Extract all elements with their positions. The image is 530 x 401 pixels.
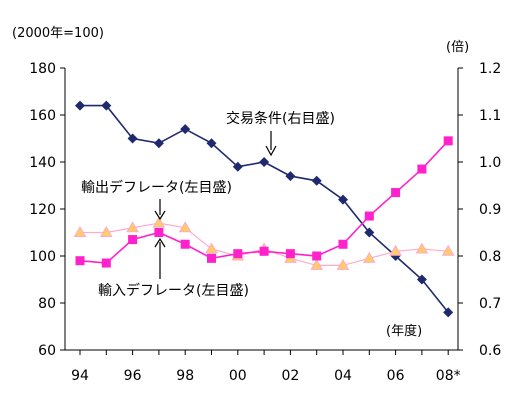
x-tick-label: 04 bbox=[334, 368, 352, 384]
x-tick-label: 02 bbox=[281, 368, 299, 384]
annotation-export-deflator: 輸出デフレータ(左目盛) bbox=[81, 179, 232, 196]
data-point-triangle bbox=[126, 221, 139, 233]
data-point-diamond bbox=[259, 157, 270, 167]
data-point-diamond bbox=[75, 100, 85, 111]
annotation-arrowhead-export-deflator bbox=[154, 210, 166, 221]
data-point-square bbox=[207, 253, 216, 263]
data-point-square bbox=[417, 164, 427, 174]
data-point-triangle bbox=[389, 244, 402, 256]
data-point-triangle bbox=[152, 216, 166, 228]
data-point-square bbox=[154, 228, 164, 237]
data-point-triangle bbox=[310, 258, 324, 270]
data-point-diamond bbox=[416, 274, 427, 285]
left-axis-unit: (2000年=100) bbox=[12, 26, 104, 41]
data-point-diamond bbox=[101, 100, 112, 111]
x-tick-label: 94 bbox=[71, 368, 89, 384]
data-point-diamond bbox=[311, 175, 322, 186]
data-point-triangle bbox=[441, 244, 455, 256]
left-tick-label: 60 bbox=[38, 343, 56, 359]
left-tick-label: 80 bbox=[38, 296, 56, 312]
data-point-square bbox=[128, 235, 138, 245]
data-point-diamond bbox=[127, 133, 138, 144]
x-tick-label: 96 bbox=[124, 368, 142, 384]
data-point-square bbox=[233, 249, 243, 259]
data-point-diamond bbox=[338, 194, 348, 205]
annotation-import-deflator: 輸入デフレータ(左目盛) bbox=[98, 282, 249, 299]
left-tick-label: 180 bbox=[29, 61, 56, 77]
data-point-diamond bbox=[364, 227, 375, 238]
left-tick-label: 160 bbox=[29, 108, 56, 124]
x-axis-ticks: 94 96 98 00 02 04 06 08* bbox=[71, 350, 461, 384]
annotation-arrowhead-terms-of-trade bbox=[265, 145, 277, 157]
right-tick-label: 0.8 bbox=[479, 249, 501, 265]
data-point-triangle bbox=[178, 221, 192, 233]
x-tick-label: 98 bbox=[176, 368, 194, 384]
data-point-square bbox=[443, 136, 453, 146]
data-point-square bbox=[101, 258, 111, 268]
right-tick-label: 0.6 bbox=[479, 343, 501, 359]
data-point-diamond bbox=[206, 138, 217, 149]
x-tick-label: 08* bbox=[436, 368, 461, 384]
data-point-square bbox=[285, 249, 295, 259]
left-tick-label: 100 bbox=[29, 249, 56, 265]
data-point-diamond bbox=[232, 161, 243, 172]
data-point-square bbox=[391, 188, 401, 198]
annotation-terms-of-trade: 交易条件(右目盛) bbox=[226, 110, 335, 127]
data-point-square bbox=[364, 211, 374, 221]
x-tick-label: 00 bbox=[229, 368, 247, 384]
data-point-square bbox=[180, 239, 190, 249]
left-axis-ticks: 60 80 100 120 140 160 180 bbox=[29, 61, 65, 359]
data-point-square bbox=[259, 246, 269, 256]
data-point-triangle bbox=[336, 258, 350, 270]
right-tick-label: 0.7 bbox=[479, 296, 501, 312]
right-tick-label: 1.0 bbox=[479, 155, 501, 171]
data-point-triangle bbox=[73, 226, 87, 237]
data-point-diamond bbox=[285, 171, 296, 182]
data-point-diamond bbox=[153, 138, 164, 149]
left-tick-label: 120 bbox=[29, 202, 56, 218]
x-tick-label: 06 bbox=[387, 368, 405, 384]
right-tick-label: 1.1 bbox=[479, 108, 501, 124]
data-point-diamond bbox=[443, 307, 454, 318]
data-point-triangle bbox=[205, 242, 218, 254]
right-axis-ticks: 0.6 0.7 0.8 0.9 1.0 1.1 1.2 bbox=[458, 61, 501, 359]
data-point-square bbox=[75, 256, 85, 266]
left-tick-label: 140 bbox=[29, 155, 56, 171]
data-point-square bbox=[312, 251, 322, 261]
right-axis-unit: (倍) bbox=[446, 40, 469, 55]
x-axis-unit: (年度) bbox=[386, 323, 422, 339]
data-point-triangle bbox=[415, 242, 429, 254]
data-point-triangle bbox=[362, 251, 376, 263]
data-point-square bbox=[338, 239, 348, 249]
data-point-triangle bbox=[99, 226, 113, 237]
data-point-diamond bbox=[180, 124, 191, 135]
right-tick-label: 0.9 bbox=[479, 202, 501, 218]
annotation-arrowhead-import-deflator bbox=[154, 237, 166, 248]
right-tick-label: 1.2 bbox=[479, 61, 501, 77]
series-layer bbox=[73, 100, 455, 318]
